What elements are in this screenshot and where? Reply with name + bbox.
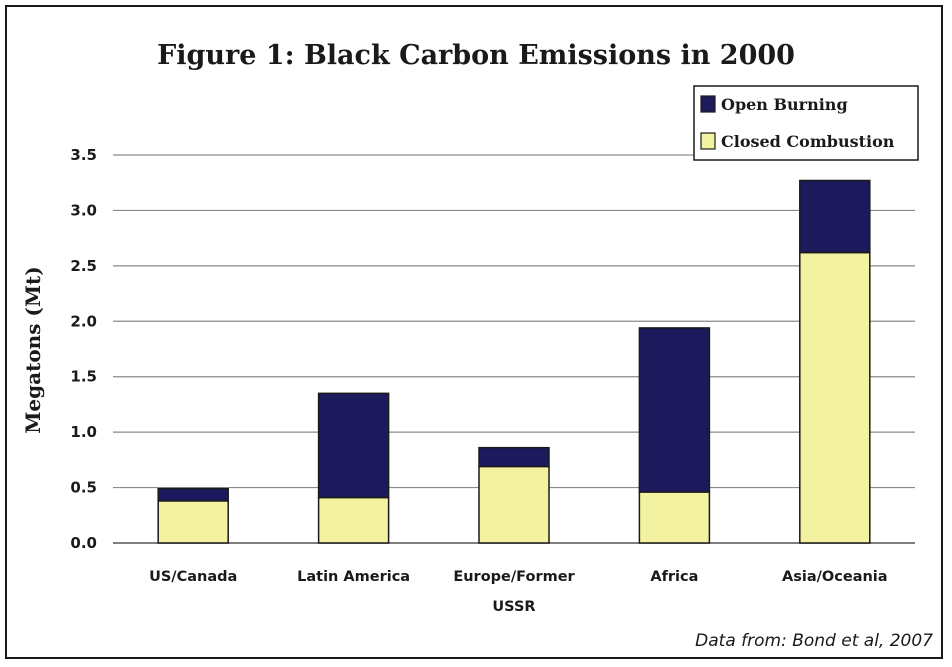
- x-tick-label: Asia/Oceania: [782, 569, 888, 585]
- chart-title: Figure 1: Black Carbon Emissions in 2000: [157, 40, 795, 71]
- x-tick-label: USSR: [492, 599, 535, 615]
- x-tick-label: Africa: [650, 569, 698, 585]
- x-tick-label: Europe/Former: [453, 569, 575, 585]
- y-tick-label: 1.0: [70, 423, 97, 441]
- x-tick-labels: US/Canada Latin America Europe/Former USSR A…: [149, 569, 887, 615]
- y-tick-labels: 0.0 0.5 1.0 1.5 2.0 2.5 3.0 3.5: [70, 146, 97, 552]
- legend-swatch: [700, 95, 716, 113]
- y-tick-label: 2.5: [70, 257, 97, 275]
- bar-open-burning: [317, 392, 390, 499]
- bars: [157, 179, 871, 544]
- bar-open-burning: [157, 487, 229, 502]
- y-tick-label: 2.0: [70, 312, 97, 330]
- x-tick-label: US/Canada: [149, 569, 237, 585]
- legend-label: Open Burning: [721, 95, 848, 114]
- bar-closed-combustion: [799, 251, 871, 544]
- bar-closed-combustion: [317, 496, 390, 544]
- y-tick-label: 3.0: [70, 201, 97, 219]
- x-tick-label: Latin America: [297, 569, 410, 585]
- y-tick-label: 0.0: [70, 534, 97, 552]
- y-tick-label: 1.5: [70, 368, 97, 386]
- legend-box: [693, 85, 919, 161]
- y-tick-label: 3.5: [70, 146, 97, 164]
- bar-open-burning: [638, 327, 711, 493]
- legend: Open Burning Closed Combustion: [693, 85, 919, 161]
- bar-closed-combustion: [638, 491, 711, 544]
- bar-open-burning: [478, 446, 550, 468]
- bar-open-burning: [799, 179, 871, 254]
- legend-label: Closed Combustion: [721, 132, 895, 151]
- gridlines: [113, 154, 915, 544]
- source-note: Data from: Bond et al, 2007: [695, 631, 933, 651]
- bar-closed-combustion: [157, 500, 229, 544]
- y-axis-label: Megatons (Mt): [21, 266, 45, 433]
- y-tick-label: 0.5: [70, 479, 97, 497]
- bar-closed-combustion: [478, 465, 550, 544]
- legend-swatch: [700, 132, 716, 150]
